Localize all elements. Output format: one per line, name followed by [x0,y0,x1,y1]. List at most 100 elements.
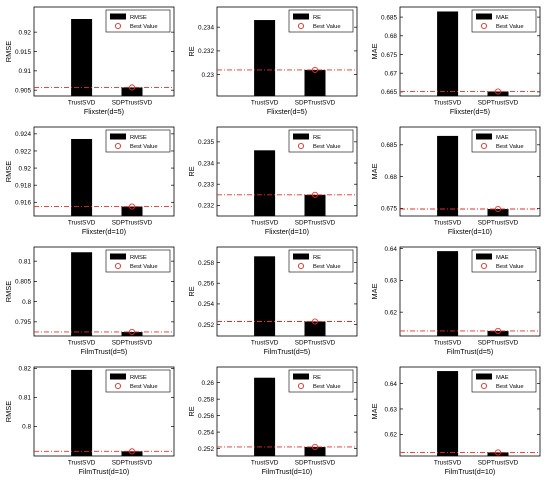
best-value-marker [494,88,502,95]
x-tick-label: TrustSVD [251,460,279,467]
legend-marker [297,142,305,150]
y-tick-label: 0.8 [22,424,31,431]
y-tick-label: 0.235 [198,139,214,146]
y-tick-label: 0.62 [385,309,398,316]
y-tick-label: 0.62 [385,432,398,439]
legend-series-label: RE [313,375,321,381]
legend-marker [297,382,305,390]
y-axis-label: MAE [370,163,379,179]
x-tick-label: SDPTrustSVD [112,100,153,107]
legend-best-label: Best Value [496,264,524,270]
y-tick-label: 0.63 [385,278,398,285]
x-tick-label: SDPTrustSVD [295,340,336,347]
x-axis-label: Flixster(d=5) [84,107,124,116]
legend-bar-swatch [110,13,126,20]
bar-trustsvd [254,20,276,97]
x-tick-label: SDPTrustSVD [295,220,336,227]
axes-frame [216,6,358,97]
bar-trustsvd [437,11,459,96]
y-tick-label: 0.81 [19,395,32,402]
axes-frame [216,126,358,217]
bar-sdptrustsvd [304,194,326,216]
best-value-marker [128,448,136,455]
bar-trustsvd [437,135,459,216]
y-tick-label: 0.922 [15,148,31,155]
y-tick-label: 0.675 [381,206,397,213]
y-tick-label: 0.92 [19,29,32,36]
best-value-marker [494,327,502,334]
chart-panel: 0.232 0.233 0.234 0.235 TrustSVD SDPTrustSVDF… [187,126,358,236]
y-tick-label: 0.234 [198,24,214,31]
x-tick-label: TrustSVD [68,460,96,467]
axes-frame [399,6,541,97]
legend-best-label: Best Value [313,144,341,150]
x-tick-label: SDPTrustSVD [478,460,519,467]
y-axis-label: MAE [370,283,379,299]
legend-bar-swatch [476,373,492,380]
axes-frame [399,246,541,337]
y-axis-label: RE [187,406,196,416]
bar-sdptrustsvd [487,209,509,216]
y-tick-label: 0.232 [198,48,214,55]
legend-bar-swatch [293,13,309,20]
y-axis-label: RMSE [4,281,13,302]
y-axis-label: RMSE [4,41,13,62]
y-axis-label: RE [187,166,196,176]
y-tick-label: 0.23 [202,72,215,79]
x-tick-label: TrustSVD [251,340,279,347]
chart-panel: 0.62 0.63 0.64 TrustSVD SDPTrustSVDFilmTrust… [370,366,541,476]
legend-series-label: RE [313,255,321,261]
x-axis-label: FilmTrust(d=10) [262,467,313,476]
legend-bar-swatch [110,373,126,380]
x-tick-label: TrustSVD [434,340,462,347]
y-tick-label: 0.905 [15,87,31,94]
y-axis-label: RMSE [4,401,13,422]
y-tick-label: 0.805 [15,279,31,286]
chart-panel: 0.252 0.254 0.256 0.258 TrustSVD SDPTrustSVDF… [187,246,358,356]
legend-bar-swatch [476,13,492,20]
y-tick-label: 0.67 [385,70,398,77]
legend-best-label: Best Value [313,24,341,30]
x-tick-label: TrustSVD [68,100,96,107]
y-tick-label: 0.82 [19,366,32,373]
y-tick-label: 0.685 [381,14,397,21]
axes-frame [399,366,541,457]
y-tick-label: 0.26 [202,380,215,387]
legend-marker [114,262,122,270]
axes-frame [33,126,175,217]
y-tick-label: 0.795 [15,319,31,326]
x-tick-label: TrustSVD [251,220,279,227]
axes-frame [216,366,358,457]
y-tick-label: 0.64 [385,381,398,388]
y-tick-label: 0.254 [198,429,214,436]
legend-bar-swatch [110,133,126,140]
legend-best-label: Best Value [313,384,341,390]
legend-bar-swatch [293,253,309,260]
x-tick-label: SDPTrustSVD [478,100,519,107]
y-tick-label: 0.256 [198,281,214,288]
legend-series-label: RMSE [130,255,147,261]
x-tick-label: SDPTrustSVD [112,460,153,467]
y-tick-label: 0.924 [15,131,31,138]
bar-sdptrustsvd [304,321,326,336]
x-axis-label: Flixster(d=10) [265,227,309,236]
legend-bar-swatch [476,253,492,260]
y-tick-label: 0.234 [198,160,214,167]
legend-bar-swatch [476,133,492,140]
best-value-marker [128,203,136,210]
bar-sdptrustsvd [304,446,326,456]
x-axis-label: FilmTrust(d=10) [445,467,496,476]
bar-sdptrustsvd [121,87,143,96]
y-axis-label: MAE [370,43,379,59]
x-axis-label: Flixster(d=5) [267,107,307,116]
best-value-marker [311,443,319,450]
x-tick-label: SDPTrustSVD [295,100,336,107]
x-axis-label: Flixster(d=10) [448,227,492,236]
best-value-marker [128,84,136,91]
y-tick-label: 0.8 [22,299,31,306]
x-tick-label: TrustSVD [68,340,96,347]
axes-frame [33,246,175,337]
y-tick-label: 0.63 [385,406,398,413]
legend-marker [297,22,305,30]
best-value-marker [311,191,319,198]
